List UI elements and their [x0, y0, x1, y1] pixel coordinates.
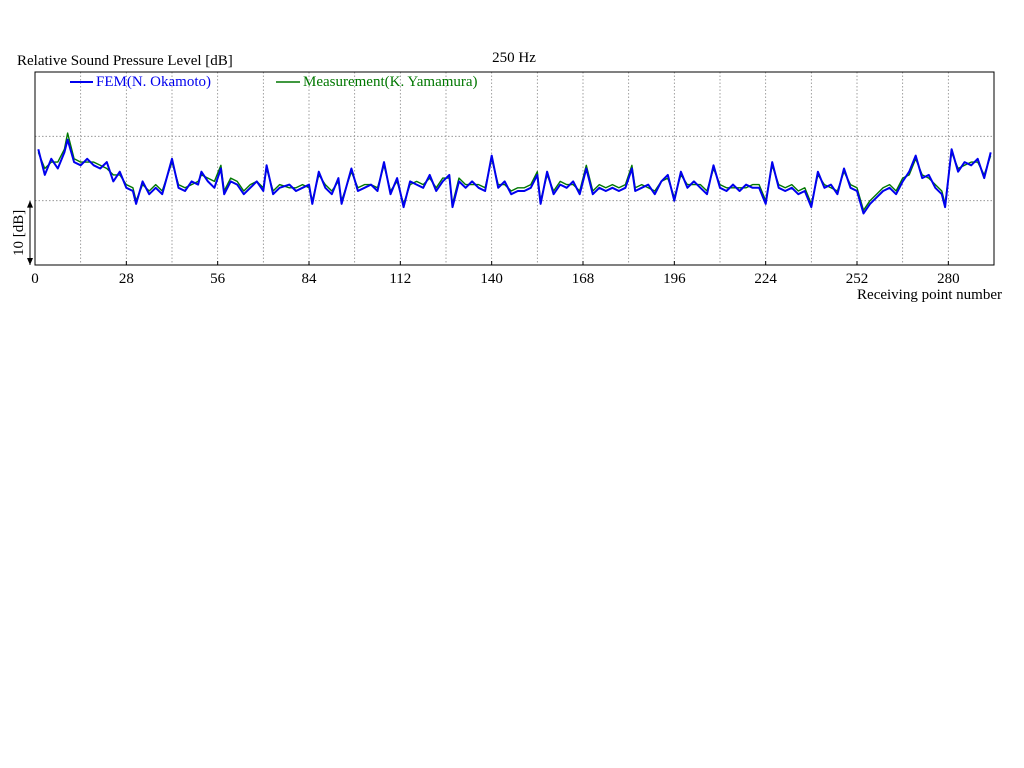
scale-bar-label: 10 [dB]	[11, 210, 27, 256]
db-scale-bar: 10 [dB]	[11, 200, 33, 265]
series-layer	[37, 132, 992, 215]
x-tick-labels: 0 28 56 84 112 140 168 196 224 252 280	[31, 261, 960, 287]
series-line-fem	[37, 138, 992, 215]
x-tick-label: 140	[480, 271, 503, 287]
plot-frame	[34, 71, 995, 266]
legend-label-measurement: Measurement(K. Yamamura)	[303, 74, 478, 90]
y-axis-label: Relative Sound Pressure Level [dB]	[17, 53, 233, 69]
x-axis-label: Receiving point number	[857, 287, 1002, 303]
legend-label-fem: FEM(N. Okamoto)	[96, 74, 211, 90]
legend: FEM(N. Okamoto) Measurement(K. Yamamura)	[70, 74, 478, 90]
chart-title: 250 Hz	[492, 50, 536, 66]
x-tick-label: 196	[663, 271, 686, 287]
x-tick-label: 168	[572, 271, 595, 287]
x-tick-label: 252	[846, 271, 869, 287]
x-tick-label: 84	[302, 271, 318, 287]
x-tick-label: 112	[389, 271, 411, 287]
scale-bar-arrow-down-icon	[27, 258, 33, 265]
x-tick-label: 28	[119, 271, 134, 287]
x-tick-label: 0	[31, 271, 39, 287]
x-tick-label: 280	[937, 271, 960, 287]
x-tick-label: 56	[210, 271, 226, 287]
grid-lines	[35, 72, 994, 265]
scale-bar-arrow-up-icon	[27, 200, 33, 208]
x-tick-label: 224	[754, 271, 777, 287]
